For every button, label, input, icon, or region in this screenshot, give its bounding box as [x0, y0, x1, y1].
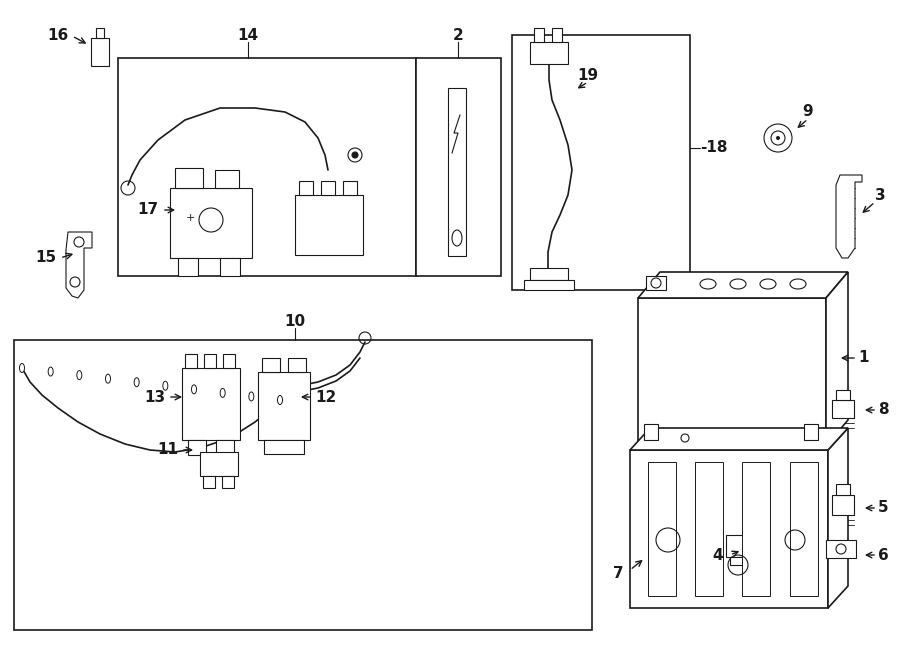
Bar [726, 535, 762, 557]
Bar [262, 358, 280, 372]
Bar [223, 354, 235, 368]
Bar [203, 476, 215, 488]
Bar [630, 450, 828, 608]
Bar [524, 280, 574, 290]
Bar [512, 35, 690, 290]
Text: 2: 2 [453, 28, 464, 44]
Circle shape [352, 152, 358, 158]
Ellipse shape [452, 230, 462, 246]
Bar [220, 258, 240, 276]
Bar [175, 168, 203, 188]
Polygon shape [828, 428, 848, 608]
Text: 3: 3 [875, 188, 886, 202]
Text: 10: 10 [284, 315, 306, 329]
Ellipse shape [192, 385, 196, 394]
Ellipse shape [163, 381, 167, 390]
Bar [644, 424, 658, 440]
Text: 16: 16 [48, 28, 68, 44]
Bar [742, 462, 770, 596]
Text: 4: 4 [713, 547, 724, 563]
Bar [14, 340, 592, 630]
Ellipse shape [20, 364, 24, 373]
Bar [826, 540, 856, 558]
Bar [182, 368, 240, 440]
Bar [200, 452, 238, 476]
Ellipse shape [790, 279, 806, 289]
Bar [804, 424, 818, 440]
Text: 1: 1 [858, 350, 868, 366]
Text: 17: 17 [138, 202, 158, 217]
Text: 12: 12 [315, 389, 337, 405]
Bar [832, 400, 854, 418]
Bar [118, 58, 416, 276]
Text: 14: 14 [238, 28, 258, 44]
Bar [170, 188, 252, 258]
Bar [646, 276, 666, 290]
Bar [222, 476, 234, 488]
Bar [695, 462, 723, 596]
Bar [215, 170, 239, 188]
Bar [185, 354, 197, 368]
Bar [321, 181, 335, 195]
Bar [216, 440, 234, 455]
Text: 9: 9 [803, 104, 814, 120]
Bar [295, 195, 363, 255]
Polygon shape [66, 232, 92, 298]
Polygon shape [638, 272, 848, 298]
Ellipse shape [134, 377, 140, 387]
Ellipse shape [76, 371, 82, 379]
Bar [832, 495, 854, 515]
Bar [96, 28, 104, 38]
Bar [534, 28, 544, 42]
Text: 15: 15 [35, 251, 57, 266]
Text: -18: -18 [700, 141, 727, 155]
Bar [730, 557, 758, 565]
Bar [648, 462, 676, 596]
Bar [343, 181, 357, 195]
Bar [638, 298, 826, 446]
Bar [836, 484, 850, 495]
Bar [530, 42, 568, 64]
Text: 11: 11 [158, 442, 178, 457]
Text: 8: 8 [878, 403, 888, 418]
Bar [178, 258, 198, 276]
Ellipse shape [105, 374, 111, 383]
Ellipse shape [700, 279, 716, 289]
Ellipse shape [49, 367, 53, 376]
Ellipse shape [730, 279, 746, 289]
Text: 13: 13 [144, 389, 166, 405]
Ellipse shape [248, 392, 254, 401]
Bar [530, 268, 568, 280]
Bar [790, 462, 818, 596]
Bar [264, 440, 304, 454]
Bar [552, 28, 562, 42]
Circle shape [776, 136, 780, 140]
Ellipse shape [220, 389, 225, 397]
Ellipse shape [277, 395, 283, 405]
Bar [204, 354, 216, 368]
Text: 6: 6 [878, 547, 889, 563]
Bar [448, 88, 466, 256]
Text: +: + [185, 213, 194, 223]
Bar [416, 58, 501, 276]
Polygon shape [836, 175, 862, 258]
Text: 5: 5 [878, 500, 888, 516]
Bar [258, 372, 310, 440]
Text: 19: 19 [578, 67, 599, 83]
Bar [299, 181, 313, 195]
Bar [836, 390, 850, 400]
Bar [288, 358, 306, 372]
Bar [188, 440, 206, 455]
Text: 7: 7 [613, 566, 624, 580]
Ellipse shape [760, 279, 776, 289]
Polygon shape [826, 272, 848, 446]
Polygon shape [630, 428, 848, 450]
Bar [91, 38, 109, 66]
